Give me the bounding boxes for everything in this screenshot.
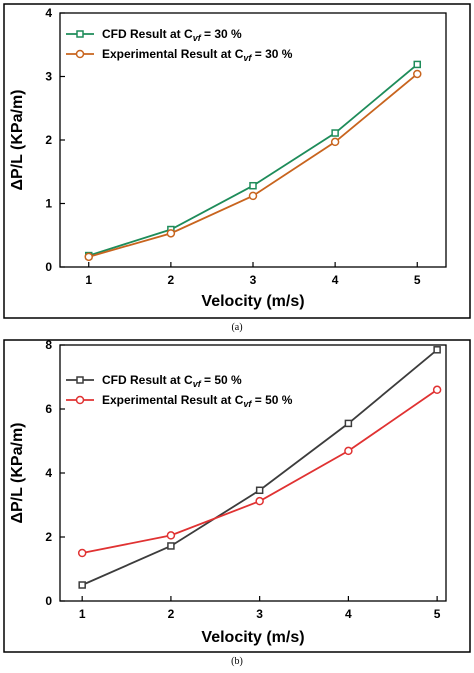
data-point-square	[331, 129, 339, 137]
panel-caption: (a)	[231, 322, 242, 333]
x-tick-label: 1	[85, 273, 92, 287]
data-point-circle	[77, 548, 87, 558]
legend-marker-circle	[75, 49, 85, 59]
x-tick-label: 3	[256, 607, 263, 621]
data-point-square	[255, 486, 264, 495]
chart-panel-2: 1 2 3 4 5 0 2 4 6 8 Velocity (m/s) ΔP/L (KPa/m) CFD …	[3, 338, 471, 667]
y-tick-label: 0	[45, 594, 52, 608]
x-tick-label: 1	[79, 607, 86, 621]
x-tick-label: 4	[332, 273, 339, 287]
chart-panel-1: 1 2 3 4 5 0 1 2 3 4 Velocity (m/s) ΔP/L (KPa/m) CFD …	[3, 3, 471, 333]
data-point-square	[78, 581, 86, 589]
x-tick-label: 2	[168, 273, 175, 287]
legend-label: CFD Result at Cvf = 30 %	[102, 27, 242, 43]
data-point-square	[433, 346, 441, 354]
series-line-2	[88, 73, 418, 258]
panel-caption: (b)	[231, 656, 243, 667]
legend-marker-circle	[75, 395, 85, 405]
y-tick-label: 2	[45, 133, 52, 147]
y-axis-title: ΔP/L (KPa/m)	[9, 90, 26, 191]
series-line-1	[88, 63, 418, 257]
y-tick-label: 0	[45, 260, 52, 274]
data-point-circle	[248, 191, 258, 201]
data-point-circle	[166, 229, 176, 238]
data-point-square	[167, 542, 175, 550]
legend-marker-square	[76, 30, 84, 38]
data-point-square	[344, 419, 353, 428]
legend-label: CFD Result at Cvf = 50 %	[102, 373, 242, 389]
y-tick-label: 3	[45, 70, 52, 84]
x-tick-label: 5	[414, 273, 421, 287]
x-tick-label: 2	[168, 607, 175, 621]
data-point-circle	[255, 496, 264, 506]
x-tick-label: 4	[345, 607, 352, 621]
legend-marker-square	[76, 376, 84, 384]
series-line-2	[82, 389, 438, 554]
data-point-square	[249, 181, 257, 190]
data-point-circle	[432, 385, 442, 395]
x-axis-title: Velocity (m/s)	[201, 293, 304, 310]
panel-frame	[3, 3, 471, 319]
x-tick-label: 5	[434, 607, 441, 621]
x-tick-label: 3	[250, 273, 257, 287]
y-tick-label: 6	[45, 402, 52, 416]
data-point-circle	[344, 446, 353, 456]
y-axis-title: ΔP/L (KPa/m)	[9, 423, 26, 524]
panel-frame	[3, 339, 471, 653]
y-tick-label: 4	[45, 6, 52, 20]
y-tick-label: 4	[45, 466, 52, 480]
y-tick-label: 2	[45, 530, 52, 544]
data-point-square	[413, 60, 422, 69]
data-point-circle	[330, 137, 340, 147]
data-point-circle	[166, 531, 176, 540]
y-tick-label: 1	[45, 197, 52, 211]
y-tick-label: 8	[45, 338, 52, 352]
legend-label: Experimental Result at Cvf = 50 %	[102, 393, 293, 409]
data-point-circle	[413, 69, 422, 79]
data-point-circle	[84, 252, 93, 262]
x-axis-title: Velocity (m/s)	[201, 629, 304, 646]
legend-label: Experimental Result at Cvf = 30 %	[102, 47, 293, 63]
